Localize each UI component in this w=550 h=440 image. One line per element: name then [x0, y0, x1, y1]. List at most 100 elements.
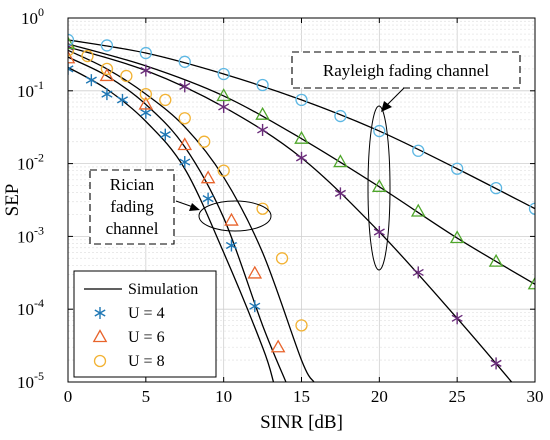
- marker-rayleigh-triangle: [294, 130, 309, 144]
- x-tick-label: 15: [293, 387, 310, 406]
- marker-rayleigh-triangle: [255, 106, 270, 120]
- marker-rayleigh-triangle: [449, 230, 465, 244]
- rayleigh-arrowhead: [381, 101, 392, 112]
- marker-rayleigh-asterisk: [140, 64, 152, 77]
- marker-rician-asterisk: [85, 74, 97, 87]
- marker-rician-asterisk: [68, 62, 74, 75]
- marker-rayleigh-triangle: [488, 253, 504, 267]
- marker-rician-triangle: [224, 212, 239, 226]
- y-tick-exponent: -3: [34, 223, 44, 237]
- rician-arrow-line: [175, 200, 194, 208]
- marker-rayleigh-asterisk: [373, 225, 385, 238]
- marker-rician-circle: [256, 202, 269, 215]
- marker-rayleigh-triangle: [333, 154, 348, 168]
- curve-rician-triangle: [68, 56, 287, 382]
- marker-rician-circle: [68, 44, 75, 57]
- legend-label: U = 4: [128, 305, 165, 322]
- marker-rician-asterisk: [249, 300, 261, 313]
- marker-rayleigh-circle: [178, 55, 191, 68]
- marker-rician-circle: [275, 252, 289, 265]
- rician-annotation-text: Rician: [110, 175, 155, 194]
- marker-rayleigh-circle: [217, 67, 230, 81]
- marker-rician-triangle: [99, 68, 115, 82]
- y-tick-exponent: 0: [38, 5, 44, 19]
- legend-marker-asterisk: [94, 307, 106, 319]
- marker-rayleigh-circle: [68, 33, 75, 47]
- legend-label: U = 6: [128, 329, 165, 346]
- marker-rayleigh-asterisk: [490, 357, 502, 370]
- marker-rayleigh-circle: [334, 109, 347, 123]
- y-tick-exponent: -4: [34, 296, 44, 310]
- marker-rician-circle: [81, 49, 94, 63]
- legend: Simulation U = 4 U = 6 U = 8: [73, 270, 217, 378]
- rayleigh-arrow-line: [385, 87, 405, 107]
- curve-rayleigh-circle: [68, 39, 535, 210]
- marker-rician-circle: [217, 164, 230, 177]
- y-axis-label: SEP: [2, 184, 23, 217]
- marker-rician-asterisk: [116, 93, 129, 106]
- marker-rayleigh-asterisk: [295, 151, 308, 164]
- marker-rayleigh-circle: [451, 162, 464, 175]
- rayleigh-annotation-box: [291, 51, 521, 89]
- marker-rician-circle: [120, 69, 133, 83]
- marker-rayleigh-circle: [528, 202, 535, 215]
- marker-rician-circle: [159, 93, 172, 107]
- data-markers: [68, 33, 535, 370]
- marker-rayleigh-asterisk: [334, 187, 346, 200]
- marker-rician-circle: [178, 112, 191, 125]
- y-tick-exponent: -2: [34, 151, 44, 165]
- marker-rayleigh-triangle: [68, 36, 76, 50]
- marker-rician-asterisk: [179, 156, 191, 169]
- rician-group-ellipse: [198, 200, 272, 232]
- marker-rayleigh-triangle: [372, 178, 387, 192]
- marker-rayleigh-asterisk: [257, 123, 269, 136]
- x-tick-label: 20: [371, 387, 388, 406]
- x-axis-label: SINR [dB]: [260, 412, 343, 433]
- marker-rayleigh-asterisk: [218, 100, 230, 113]
- annotations: Rayleigh fading channel Rician fading chann…: [89, 51, 521, 271]
- marker-rayleigh-triangle: [410, 203, 426, 217]
- marker-rician-triangle: [177, 137, 193, 151]
- legend-marker-circle: [93, 354, 107, 368]
- x-tick-label: 30: [527, 387, 544, 406]
- x-tick-label: 10: [215, 387, 232, 406]
- curve-rician-circle: [68, 49, 315, 382]
- x-tick-label: 5: [142, 387, 151, 406]
- rician-arrowhead: [189, 203, 200, 211]
- marker-rician-triangle: [68, 50, 76, 64]
- marker-rayleigh-circle: [412, 144, 425, 157]
- marker-rayleigh-asterisk: [412, 266, 424, 279]
- marker-rician-asterisk: [159, 128, 171, 141]
- marker-rician-triangle: [270, 339, 286, 353]
- marker-rayleigh-circle: [256, 78, 269, 92]
- rayleigh-group-ellipse: [367, 105, 391, 271]
- marker-rayleigh-circle: [489, 182, 503, 195]
- marker-rayleigh-circle: [295, 93, 308, 107]
- marker-rayleigh-asterisk: [451, 312, 463, 325]
- legend-label: U = 8: [128, 353, 165, 370]
- legend-marker-triangle: [92, 329, 108, 343]
- rician-annotation-box: [89, 169, 175, 245]
- marker-rician-circle: [198, 135, 211, 148]
- marker-rayleigh-circle: [100, 39, 114, 52]
- marker-rician-triangle: [200, 170, 216, 184]
- marker-rician-asterisk: [101, 88, 113, 101]
- marker-rician-circle: [295, 319, 308, 332]
- rayleigh-annotation-text: Rayleigh fading channel: [323, 61, 489, 80]
- marker-rician-asterisk: [225, 239, 237, 252]
- marker-rician-asterisk: [202, 192, 214, 205]
- marker-rayleigh-triangle: [216, 88, 231, 102]
- y-tick-exponent: -1: [34, 78, 44, 92]
- marker-rayleigh-triangle: [527, 276, 535, 290]
- marker-rician-circle: [100, 62, 114, 76]
- marker-rayleigh-asterisk: [179, 80, 191, 93]
- marker-rician-circle: [139, 87, 152, 101]
- marker-rician-triangle: [247, 265, 263, 279]
- rician-annotation-text: channel: [106, 219, 159, 238]
- legend-label: Simulation: [128, 281, 198, 298]
- x-tick-label: 0: [64, 387, 73, 406]
- marker-rician-triangle: [138, 96, 154, 110]
- marker-rayleigh-circle: [139, 46, 152, 60]
- rician-annotation-text: fading: [110, 197, 154, 216]
